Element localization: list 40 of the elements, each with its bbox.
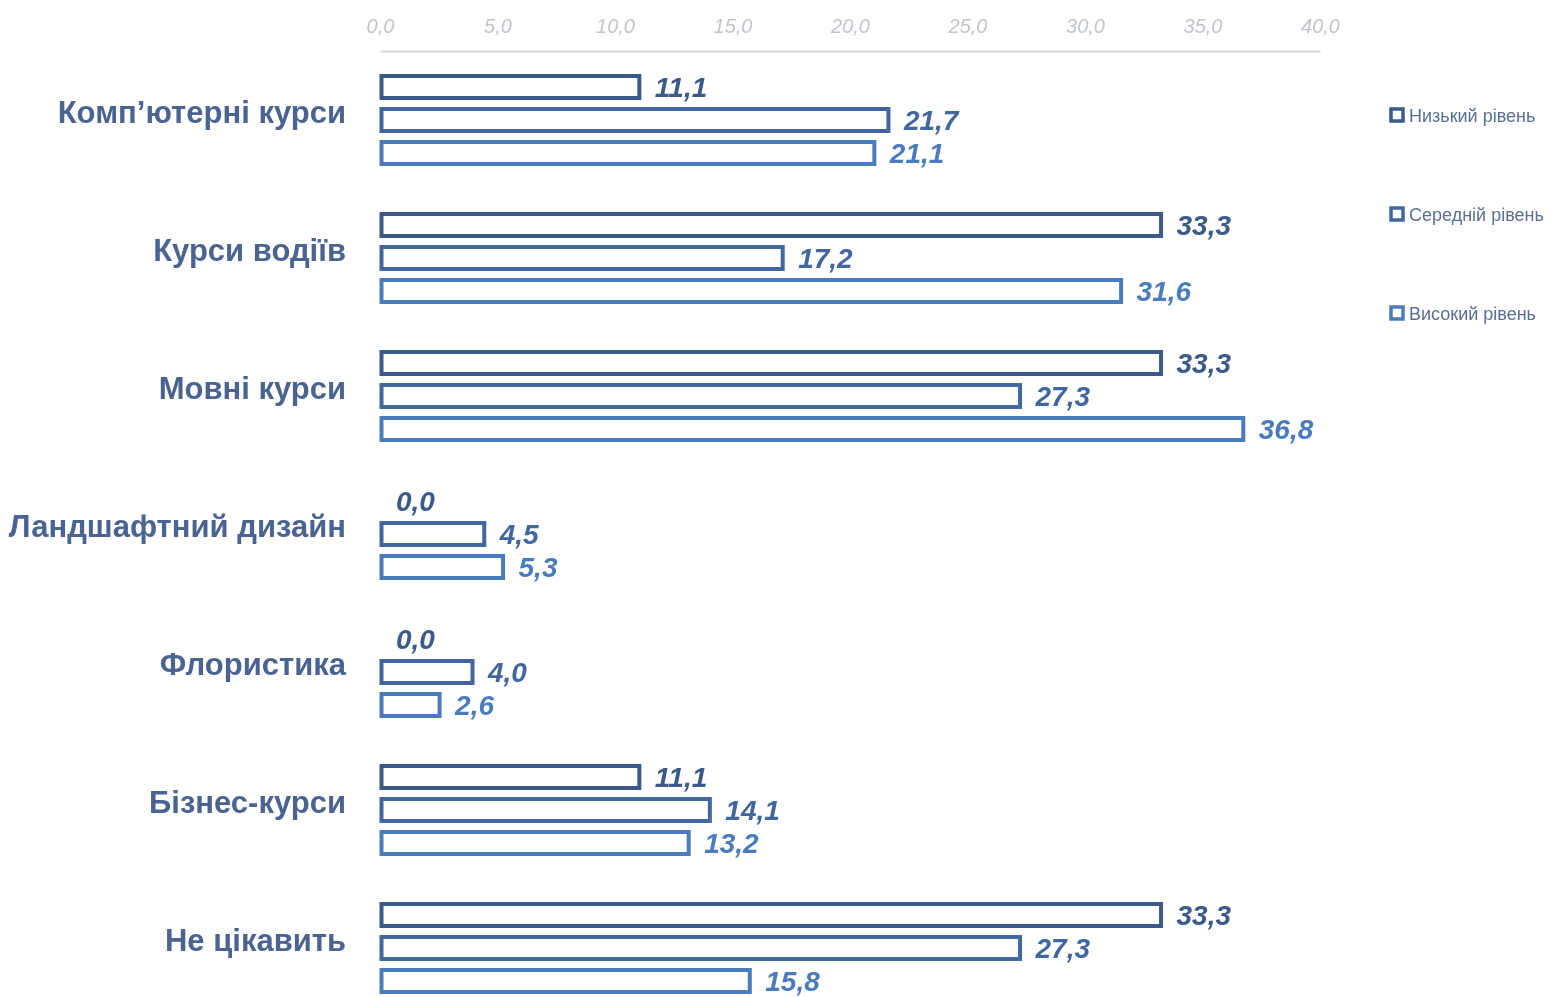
y-tick-label: Флористика <box>159 647 347 683</box>
data-label: 33,3 <box>1176 348 1232 379</box>
legend-label: Низький рівень <box>1409 106 1536 126</box>
data-label: 11,1 <box>654 762 708 793</box>
data-label: 31,6 <box>1136 276 1192 307</box>
y-tick-label: Курси водіїв <box>153 233 346 269</box>
x-tick-label: 20,0 <box>830 15 870 37</box>
x-tick-label: 25,0 <box>947 15 988 37</box>
y-tick-label: Бізнес-курси <box>148 785 346 821</box>
data-label: 11,1 <box>654 72 708 103</box>
x-tick-label: 0,0 <box>366 15 395 37</box>
data-label: 17,2 <box>798 243 854 274</box>
y-tick-label: Мовні курси <box>158 371 346 407</box>
legend-label: Середній рівень <box>1409 205 1544 225</box>
data-label: 21,7 <box>902 105 960 136</box>
y-tick-label: Не цікавить <box>164 923 346 959</box>
x-tick-label: 15,0 <box>713 15 753 37</box>
data-label: 33,3 <box>1176 210 1232 241</box>
x-tick-label: 30,0 <box>1066 15 1105 37</box>
data-label: 14,1 <box>725 795 780 826</box>
data-label: 2,6 <box>454 690 495 721</box>
x-tick-label: 5,0 <box>484 15 512 37</box>
x-tick-label: 40,0 <box>1301 15 1340 37</box>
data-label: 33,3 <box>1176 900 1232 931</box>
data-label: 13,2 <box>704 828 760 859</box>
data-label: 21,1 <box>888 138 945 169</box>
data-label: 4,0 <box>487 657 528 688</box>
x-tick-label: 10,0 <box>596 15 635 37</box>
data-label: 0,0 <box>396 486 436 517</box>
data-label: 15,8 <box>765 966 821 997</box>
data-label: 4,5 <box>498 519 540 550</box>
data-label: 5,3 <box>518 552 558 583</box>
x-tick-label: 35,0 <box>1183 15 1223 37</box>
y-tick-label: Комп’ютерні курси <box>57 95 346 131</box>
y-tick-label: Ландшафтний дизайн <box>8 509 346 545</box>
data-label: 27,3 <box>1034 933 1091 964</box>
data-label: 36,8 <box>1258 414 1314 445</box>
data-label: 0,0 <box>396 624 436 655</box>
data-label: 27,3 <box>1034 381 1091 412</box>
legend-label: Високий рівень <box>1409 304 1536 324</box>
